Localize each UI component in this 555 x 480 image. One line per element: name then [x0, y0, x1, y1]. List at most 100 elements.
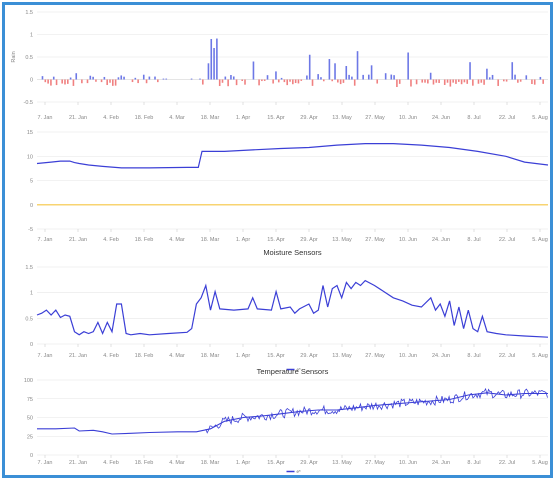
rain-bar: [69, 77, 72, 80]
rain-bar: [106, 79, 108, 86]
x-tick-label: 24. Jun: [432, 115, 450, 121]
rain-bar: [272, 79, 274, 84]
rain-bar: [353, 79, 356, 86]
rain-bar: [283, 79, 286, 83]
x-tick-label: 29. Apr: [300, 237, 318, 243]
rain-bar: [103, 76, 106, 80]
rain-bar: [232, 76, 235, 80]
rain-bar: [415, 79, 418, 85]
rain-bar: [252, 61, 255, 80]
rain-bar: [230, 75, 232, 80]
rain-bar: [109, 79, 111, 83]
x-tick-label: 8. Jul: [467, 353, 480, 359]
y-tick-label: 75: [27, 397, 33, 403]
rain-bar: [511, 62, 514, 80]
rain-bar: [398, 79, 401, 84]
x-tick-label: 1. Apr: [236, 353, 251, 359]
rain-bar: [277, 79, 280, 83]
rain-bar: [213, 48, 215, 80]
y-tick-label: 25: [27, 434, 33, 440]
rain-bar: [466, 79, 469, 84]
y-tick-label: 0: [30, 78, 33, 84]
x-tick-label: 4. Mar: [169, 460, 185, 466]
x-tick-label: 10. Jun: [399, 237, 417, 243]
rain-bar: [50, 79, 52, 86]
rain-bar: [244, 79, 246, 85]
rain-bar: [480, 79, 483, 83]
y-axis-label: Rain: [11, 51, 17, 62]
rain-bar: [505, 79, 508, 82]
rain-bar: [427, 79, 429, 84]
x-tick-label: 18. Mar: [201, 115, 220, 121]
rain-bar: [81, 79, 83, 84]
rain-bar: [460, 79, 463, 85]
x-tick-label: 18. Feb: [135, 353, 154, 359]
x-tick-label: 7. Jan: [38, 115, 53, 121]
x-tick-label: 7. Jan: [38, 237, 53, 243]
x-tick-label: 15. Apr: [267, 237, 285, 243]
x-tick-label: 29. Apr: [300, 353, 318, 359]
rain-bar: [449, 79, 452, 87]
legend-label: e*: [297, 367, 302, 372]
rain-bar: [120, 75, 123, 80]
rain-bar: [531, 79, 533, 85]
rain-bar: [407, 52, 409, 80]
x-tick-label: 21. Jan: [69, 460, 87, 466]
rain-bar: [72, 79, 75, 86]
x-tick-label: 22. Jul: [499, 353, 515, 359]
y-tick-label: 1: [30, 291, 33, 297]
rain-bar: [539, 76, 542, 80]
rain-bar: [491, 74, 494, 80]
rain-bar: [95, 79, 97, 82]
x-tick-label: 5. Aug: [532, 353, 548, 359]
rain-bar: [457, 79, 460, 82]
y-tick-label: -0.5: [24, 100, 33, 106]
rain-bar: [519, 79, 522, 82]
rain-bar: [337, 79, 339, 83]
rain-bar: [517, 79, 519, 83]
x-tick-label: 18. Mar: [201, 237, 220, 243]
rain-bar: [463, 79, 466, 83]
rain-bar: [117, 77, 120, 80]
x-tick-label: 5. Aug: [532, 115, 548, 121]
rain-bar: [317, 74, 319, 80]
rain-bar: [289, 79, 291, 82]
rain-bar: [89, 75, 92, 80]
rain-bar: [455, 79, 457, 84]
rain-bar: [44, 79, 47, 83]
rain-bar: [486, 68, 488, 80]
rain-bar: [216, 38, 218, 80]
x-tick-label: 4. Mar: [169, 115, 185, 121]
x-tick-label: 18. Feb: [135, 237, 154, 243]
rain-bar: [438, 79, 440, 84]
rain-bar: [157, 79, 159, 83]
rain-bar: [235, 79, 238, 86]
rain-bar: [421, 79, 424, 83]
x-tick-label: 18. Mar: [201, 460, 220, 466]
rain-bar: [210, 39, 213, 80]
x-tick-label: 18. Mar: [201, 353, 220, 359]
rain-bar: [123, 76, 125, 80]
rain-bar: [362, 74, 364, 80]
y-tick-label: 0: [30, 453, 33, 459]
rain-bar: [345, 66, 348, 80]
y-tick-label: 0.5: [25, 316, 33, 322]
rain-bar: [263, 79, 266, 81]
rain-bar: [134, 77, 137, 80]
x-tick-label: 29. Apr: [300, 460, 318, 466]
legend-label: e*: [297, 469, 302, 474]
rain-bar: [41, 76, 44, 80]
x-tick-label: 5. Aug: [532, 237, 548, 243]
rain-bar: [280, 77, 283, 80]
x-tick-label: 10. Jun: [399, 115, 417, 121]
rain-bar: [367, 74, 370, 80]
rain-bar: [483, 79, 485, 85]
x-tick-label: 1. Apr: [236, 115, 251, 121]
rain-bar: [393, 75, 395, 80]
x-tick-label: 27. May: [365, 460, 385, 466]
rain-bar: [67, 79, 69, 84]
x-tick-label: 24. Jun: [432, 353, 450, 359]
rain-bar: [142, 74, 145, 80]
rain-bar: [322, 79, 325, 82]
